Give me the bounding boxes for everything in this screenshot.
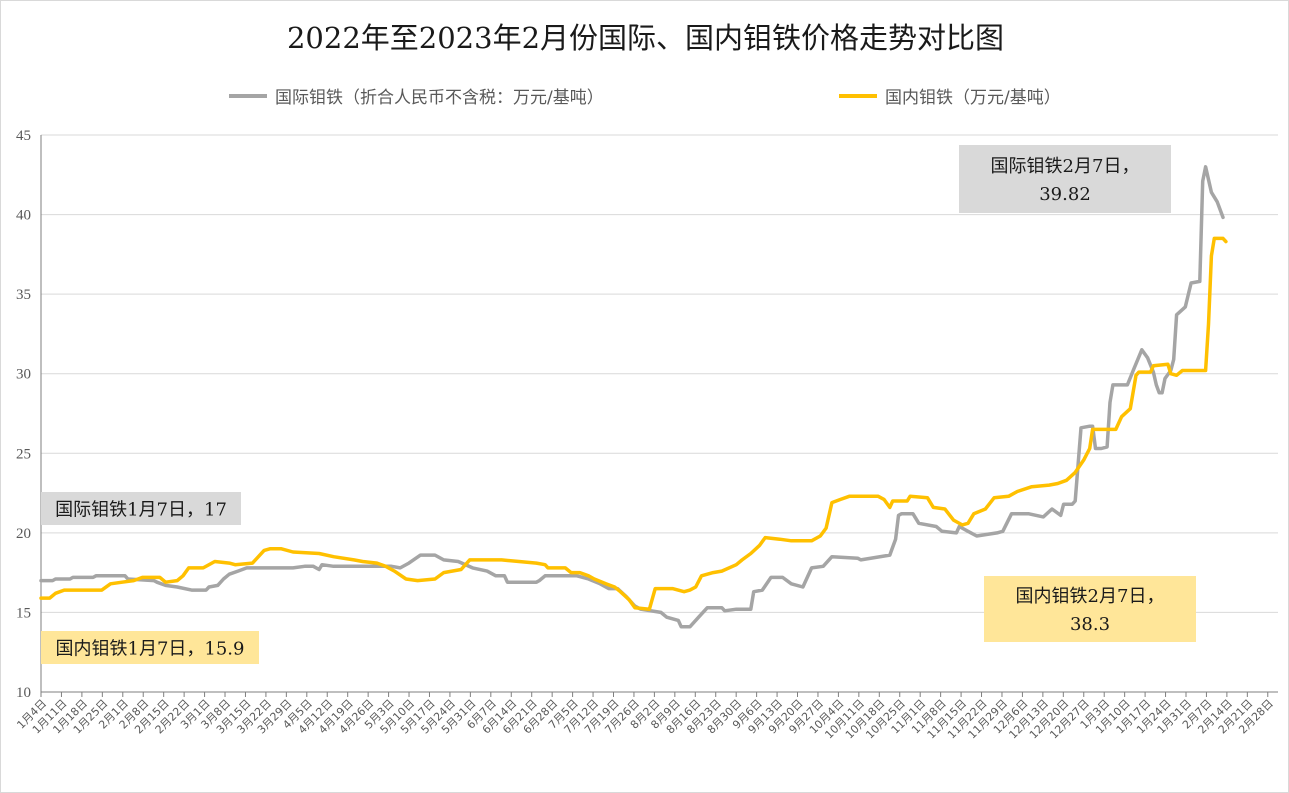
series-line-domestic [39, 236, 1228, 611]
annotation-label: 39.82 [1039, 184, 1091, 205]
y-tick-label: 35 [16, 287, 31, 303]
annotation-label: 国内钼铁2月7日， [1016, 586, 1165, 607]
legend-label-international: 国际钼铁（折合人民币不含税：万元/基吨） [275, 88, 604, 108]
legend-item-international: 国际钼铁（折合人民币不含税：万元/基吨） [229, 83, 604, 108]
annotation-box [41, 631, 259, 664]
annotation-label: 国内钼铁1月7日，15.9 [56, 639, 245, 660]
series-line-international [39, 165, 1225, 629]
annotation-label: 国际钼铁1月7日，17 [55, 500, 227, 521]
legend-item-domestic: 国内钼铁（万元/基吨） [839, 83, 1061, 108]
legend-label-domestic: 国内钼铁（万元/基吨） [885, 88, 1061, 108]
legend: 国际钼铁（折合人民币不含税：万元/基吨） 国内钼铁（万元/基吨） [1, 83, 1289, 109]
chart-title: 2022年至2023年2月份国际、国内钼铁价格走势对比图 [286, 21, 1005, 55]
y-tick-label: 15 [16, 605, 31, 621]
annotation-label: 国际钼铁2月7日， [991, 156, 1140, 177]
annotation-box [41, 492, 241, 525]
y-tick-label: 40 [16, 208, 31, 224]
y-tick-label: 25 [16, 446, 31, 462]
annotation-label: 38.3 [1070, 614, 1110, 635]
y-tick-label: 10 [16, 685, 31, 701]
legend-swatch-domestic [839, 93, 877, 98]
y-tick-label: 45 [16, 128, 31, 144]
y-tick-label: 20 [16, 526, 31, 542]
y-tick-label: 30 [16, 367, 31, 383]
annotation-box [984, 576, 1196, 642]
annotation-box [959, 145, 1171, 213]
legend-swatch-international [229, 93, 267, 98]
